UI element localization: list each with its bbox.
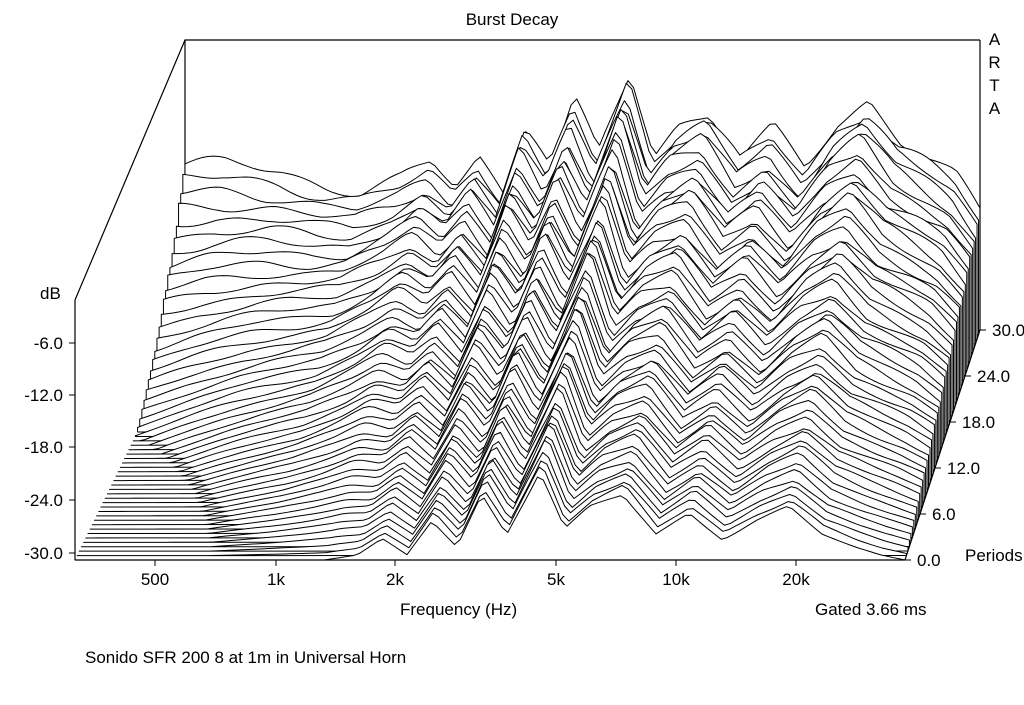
gated-text: Gated 3.66 ms xyxy=(815,600,927,620)
svg-text:24.0: 24.0 xyxy=(977,367,1010,386)
svg-text:-18.0: -18.0 xyxy=(24,438,63,457)
svg-text:500: 500 xyxy=(141,570,169,589)
svg-text:10k: 10k xyxy=(662,570,690,589)
burst-decay-chart: Burst Decay -6.0-12.0-18.0-24.0-30.05001… xyxy=(0,0,1024,705)
svg-text:18.0: 18.0 xyxy=(962,413,995,432)
svg-text:0.0: 0.0 xyxy=(917,551,941,570)
svg-text:1k: 1k xyxy=(267,570,285,589)
svg-text:30.0: 30.0 xyxy=(992,321,1024,340)
svg-text:5k: 5k xyxy=(547,570,565,589)
caption-text: Sonido SFR 200 8 at 1m in Universal Horn xyxy=(85,648,406,668)
y-axis-label: dB xyxy=(40,284,61,304)
svg-text:6.0: 6.0 xyxy=(932,505,956,524)
svg-text:-30.0: -30.0 xyxy=(24,544,63,563)
svg-text:20k: 20k xyxy=(782,570,810,589)
svg-text:-6.0: -6.0 xyxy=(34,334,63,353)
svg-text:12.0: 12.0 xyxy=(947,459,980,478)
svg-text:-24.0: -24.0 xyxy=(24,491,63,510)
x-axis-label: Frequency (Hz) xyxy=(400,600,517,620)
z-axis-label: Periods xyxy=(965,546,1023,566)
svg-text:2k: 2k xyxy=(386,570,404,589)
software-brand: ARTA xyxy=(984,30,1004,122)
svg-text:-12.0: -12.0 xyxy=(24,386,63,405)
